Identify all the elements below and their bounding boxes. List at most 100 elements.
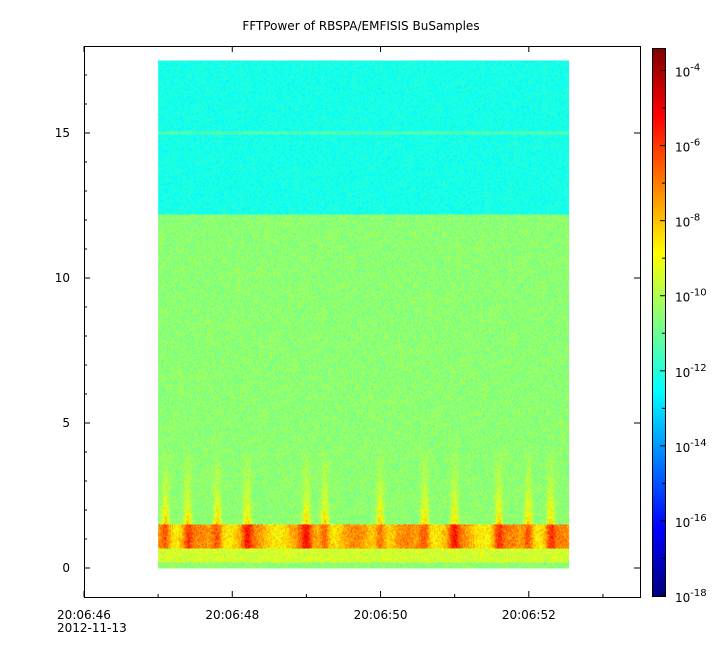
colorbar-swatch <box>652 326 665 329</box>
colorbar-swatch <box>652 420 665 423</box>
colorbar-swatch <box>652 404 665 407</box>
colorbar-swatch <box>652 66 665 69</box>
colorbar-swatch <box>652 240 665 243</box>
colorbar-swatch <box>652 580 665 583</box>
colorbar-swatch <box>652 442 665 445</box>
colorbar-swatch <box>652 302 665 305</box>
colorbar-swatch <box>652 272 665 275</box>
colorbar-swatch <box>652 204 665 207</box>
colorbar-swatch <box>652 74 665 77</box>
colorbar-swatch <box>652 430 665 433</box>
colorbar-swatch <box>652 180 665 183</box>
colorbar-swatch <box>652 148 665 151</box>
colorbar-swatch <box>652 188 665 191</box>
colorbar-swatch <box>652 490 665 493</box>
colorbar-swatch <box>652 362 665 365</box>
colorbar-swatch <box>652 446 665 449</box>
colorbar-swatch <box>652 472 665 475</box>
colorbar-swatch <box>652 526 665 529</box>
colorbar-swatch <box>652 186 665 189</box>
colorbar-swatch <box>652 288 665 291</box>
colorbar-swatch <box>652 312 665 315</box>
colorbar-swatch <box>652 488 665 491</box>
colorbar-swatch <box>652 92 665 95</box>
colorbar-swatch <box>652 128 665 131</box>
colorbar-tick-label: 10-10 <box>675 288 707 305</box>
colorbar-swatch <box>652 324 665 327</box>
colorbar-swatch <box>652 558 665 561</box>
colorbar-swatch <box>652 104 665 107</box>
chart-title: FFTPower of RBSPA/EMFISIS BuSamples <box>242 19 479 33</box>
colorbar-swatch <box>652 382 665 385</box>
colorbar-swatch <box>652 50 665 53</box>
colorbar-swatch <box>652 296 665 299</box>
colorbar-swatch <box>652 254 665 257</box>
colorbar-swatch <box>652 348 665 351</box>
colorbar-swatch <box>652 572 665 575</box>
colorbar-swatch <box>652 82 665 85</box>
colorbar-swatch <box>652 112 665 115</box>
colorbar-swatch <box>652 244 665 247</box>
colorbar-swatch <box>652 592 665 595</box>
colorbar-swatch <box>652 250 665 253</box>
colorbar-swatch <box>652 184 665 187</box>
colorbar-swatch <box>652 330 665 333</box>
colorbar-swatch <box>652 76 665 79</box>
colorbar-swatch <box>652 506 665 509</box>
colorbar-swatch <box>652 386 665 389</box>
colorbar-swatch <box>652 284 665 287</box>
colorbar-swatch <box>652 570 665 573</box>
colorbar-swatch <box>652 160 665 163</box>
colorbar-swatch <box>652 300 665 303</box>
colorbar-swatch <box>652 118 665 121</box>
colorbar-swatch <box>652 418 665 421</box>
colorbar-swatch <box>652 124 665 127</box>
colorbar-swatch <box>652 408 665 411</box>
colorbar-swatch <box>652 366 665 369</box>
colorbar-swatch <box>652 60 665 63</box>
colorbar-swatch <box>652 576 665 579</box>
colorbar-swatch <box>652 342 665 345</box>
colorbar-tick-label: 10-18 <box>675 588 707 605</box>
colorbar-swatch <box>652 370 665 373</box>
colorbar-swatch <box>652 136 665 139</box>
x-tick-label: 20:06:48 <box>205 608 259 622</box>
colorbar-swatch <box>652 338 665 341</box>
colorbar-swatch <box>652 138 665 141</box>
colorbar-swatch <box>652 498 665 501</box>
colorbar-swatch <box>652 390 665 393</box>
colorbar-swatch <box>652 486 665 489</box>
colorbar-swatch <box>652 542 665 545</box>
colorbar-swatch <box>652 96 665 99</box>
colorbar-swatch <box>652 480 665 483</box>
colorbar-swatch <box>652 524 665 527</box>
colorbar-swatch <box>652 566 665 569</box>
x-axis-date-label: 2012-11-13 <box>57 621 127 635</box>
colorbar-swatch <box>652 260 665 263</box>
colorbar-swatch <box>652 156 665 159</box>
colorbar-swatch <box>652 206 665 209</box>
colorbar-swatch <box>652 114 665 117</box>
colorbar-swatch <box>652 440 665 443</box>
colorbar-swatch <box>652 554 665 557</box>
colorbar-swatch <box>652 396 665 399</box>
colorbar-swatch <box>652 68 665 71</box>
colorbar-swatch <box>652 564 665 567</box>
colorbar-swatch <box>652 286 665 289</box>
colorbar-swatch <box>652 134 665 137</box>
colorbar-swatch <box>652 314 665 317</box>
colorbar-swatch <box>652 264 665 267</box>
spectrogram-image <box>158 60 570 569</box>
colorbar-swatch <box>652 586 665 589</box>
colorbar-swatch <box>652 192 665 195</box>
colorbar-swatch <box>652 438 665 441</box>
colorbar-swatch <box>652 198 665 201</box>
colorbar-swatch <box>652 110 665 113</box>
colorbar-swatch <box>652 406 665 409</box>
colorbar-swatch <box>652 212 665 215</box>
colorbar-swatch <box>652 484 665 487</box>
y-tick-label: 10 <box>55 271 70 285</box>
colorbar-swatch <box>652 394 665 397</box>
colorbar-swatch <box>652 98 665 101</box>
